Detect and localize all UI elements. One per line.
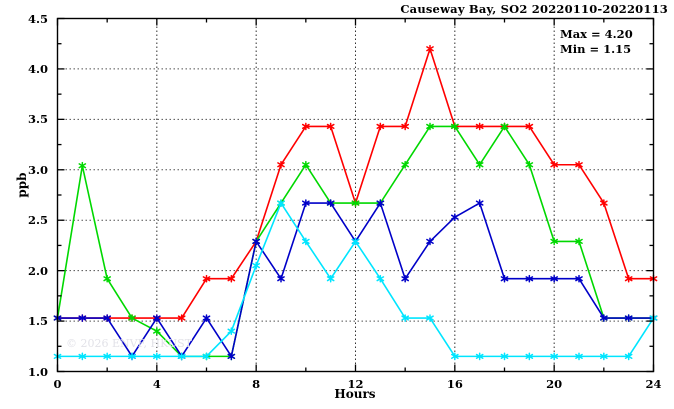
- max-label: Max = 4.20: [560, 27, 633, 41]
- series-blue-marker: [152, 314, 161, 322]
- series-cyan-marker: [450, 352, 459, 361]
- y-tick-label: 2.0: [27, 263, 48, 278]
- series-blue-marker: [227, 352, 236, 361]
- series-blue-marker: [301, 199, 310, 207]
- series-green-marker: [450, 122, 459, 131]
- series-cyan-marker: [475, 352, 484, 361]
- series-cyan-marker: [152, 352, 161, 361]
- stats-annotation: Max = 4.20 Min = 1.15: [560, 27, 633, 57]
- series-blue-marker: [78, 314, 87, 322]
- y-tick-label: 4.5: [27, 11, 48, 26]
- series-red-marker: [401, 122, 410, 131]
- series-red-marker: [227, 274, 236, 283]
- series-blue-marker: [202, 314, 211, 322]
- series-blue-marker: [326, 199, 335, 207]
- series-blue-marker: [550, 274, 559, 283]
- series-green-marker: [103, 274, 112, 283]
- series-green-marker: [550, 237, 559, 246]
- x-tick-label: 0: [53, 376, 62, 391]
- series-blue-marker: [450, 213, 459, 222]
- series-green-marker: [128, 314, 136, 322]
- series-green-marker: [426, 122, 434, 131]
- x-tick-label: 8: [252, 376, 261, 391]
- series-cyan-marker: [525, 352, 534, 361]
- series-green-marker: [301, 160, 310, 169]
- series-green-marker: [525, 160, 534, 169]
- series-cyan-marker: [426, 314, 434, 322]
- series-cyan-marker: [624, 352, 633, 361]
- series-green-marker: [500, 122, 509, 131]
- series-red-marker: [277, 160, 285, 169]
- series-cyan-marker: [177, 352, 186, 361]
- x-tick-label: 24: [645, 376, 662, 391]
- series-red-marker: [202, 274, 211, 283]
- series-blue-marker: [599, 314, 608, 322]
- series-green-marker: [575, 237, 583, 246]
- series-blue: [53, 199, 658, 361]
- series-blue-marker: [475, 199, 484, 207]
- series-blue-marker: [376, 199, 385, 207]
- series-green-marker: [475, 160, 484, 169]
- series-cyan: [53, 199, 658, 361]
- x-tick-label: 4: [152, 376, 161, 391]
- series-blue-marker: [525, 274, 534, 283]
- series-cyan-marker: [252, 261, 261, 270]
- series-green-marker: [152, 327, 161, 336]
- series-cyan-marker: [277, 199, 285, 207]
- series-red-marker: [550, 160, 559, 169]
- series-cyan-marker: [599, 352, 608, 361]
- series-cyan-marker: [78, 352, 87, 361]
- series-red-marker: [426, 44, 434, 53]
- series-cyan-marker: [128, 352, 136, 361]
- chart-title: Causeway Bay, SO2 20220110-20220113: [400, 2, 668, 16]
- y-tick-label: 4.0: [27, 61, 48, 76]
- series-blue-marker: [500, 274, 509, 283]
- y-tick-label: 1.5: [27, 314, 48, 329]
- series-cyan-marker: [500, 352, 509, 361]
- series-cyan-marker: [550, 352, 559, 361]
- y-tick-label: 2.5: [27, 213, 48, 228]
- series-cyan-marker: [376, 274, 385, 283]
- series-green-marker: [351, 199, 360, 207]
- series-blue-marker: [426, 237, 434, 246]
- series-blue-marker: [277, 274, 285, 283]
- series-cyan-marker: [103, 352, 112, 361]
- series-blue-marker: [575, 274, 583, 283]
- y-tick-label: 3.5: [27, 112, 48, 127]
- series-blue-marker: [252, 237, 261, 246]
- y-tick-label: 3.0: [27, 162, 48, 177]
- x-tick-label: 20: [546, 376, 563, 391]
- series-red-marker: [624, 274, 633, 283]
- series-blue-marker: [103, 314, 112, 322]
- series-red-marker: [599, 199, 608, 207]
- x-axis-label: Hours: [334, 387, 376, 401]
- series-cyan-marker: [351, 237, 360, 246]
- x-tick-label: 12: [347, 376, 364, 391]
- series-cyan-marker: [401, 314, 410, 322]
- series-red-marker: [326, 122, 335, 131]
- series-cyan-marker: [301, 237, 310, 246]
- series-cyan-marker: [326, 274, 335, 283]
- series-red-marker: [376, 122, 385, 131]
- y-tick-label: 1.0: [27, 364, 48, 379]
- series-blue-marker: [624, 314, 633, 322]
- series-red-marker: [301, 122, 310, 131]
- series-green-marker: [401, 160, 410, 169]
- series-green-marker: [78, 161, 87, 170]
- series-red-marker: [575, 160, 583, 169]
- series-cyan-marker: [575, 352, 583, 361]
- series-red-marker: [475, 122, 484, 131]
- series-red-marker: [525, 122, 534, 131]
- series-red-marker: [177, 314, 186, 322]
- series-cyan-marker: [202, 352, 211, 361]
- min-label: Min = 1.15: [560, 42, 632, 56]
- series-cyan-marker: [227, 327, 236, 336]
- x-tick-label: 16: [446, 376, 463, 391]
- series-blue-marker: [401, 274, 410, 283]
